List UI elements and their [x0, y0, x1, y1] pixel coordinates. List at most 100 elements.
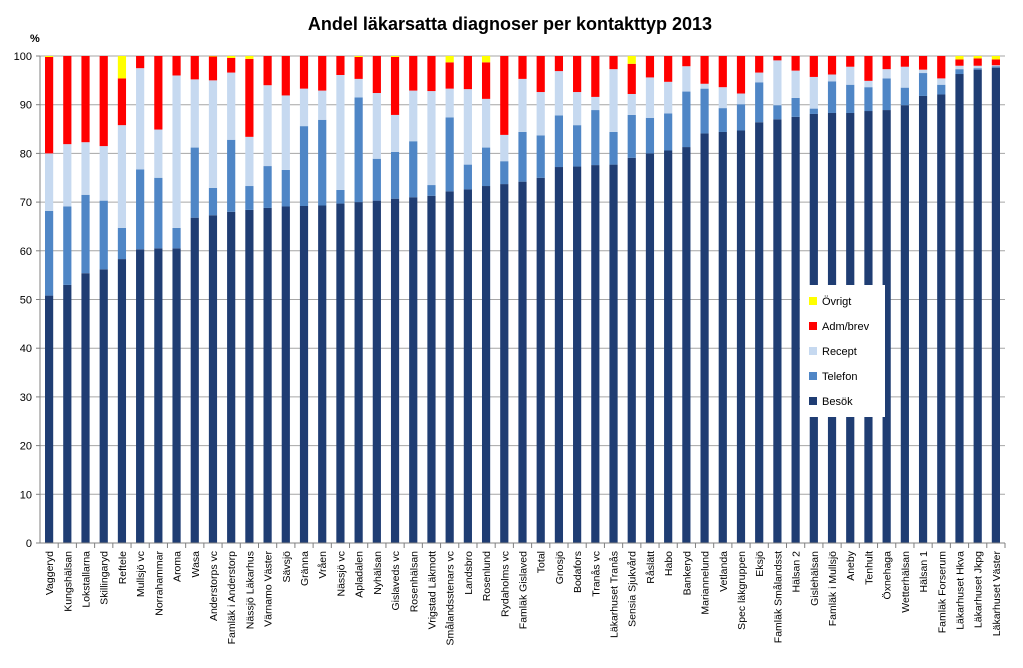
bar-segment-telefon: [882, 78, 891, 111]
bar-segment--vrigt: [390, 56, 400, 57]
bar-segment-adm-brev: [481, 62, 491, 99]
bar-segment-recept: [208, 80, 218, 188]
bar-segment--vrigt: [955, 56, 964, 60]
x-tick-label: Tranås vc: [590, 551, 602, 597]
bar-segment-telefon: [827, 81, 837, 113]
bar-segment-adm-brev: [609, 56, 618, 70]
bar-segment-recept: [427, 91, 436, 186]
bar-segment-bes-k: [390, 198, 400, 544]
bar-segment-adm-brev: [991, 59, 1000, 66]
bar-segment-recept: [99, 146, 108, 201]
bar-segment-adm-brev: [554, 56, 564, 72]
y-tick-label: 0: [26, 538, 32, 550]
bar-segment-adm-brev: [354, 56, 363, 79]
x-tick-label: Reftele: [117, 551, 129, 584]
bar-segment-adm-brev: [63, 56, 72, 145]
bar-segment-bes-k: [573, 166, 582, 543]
bar-segment-adm-brev: [117, 78, 127, 126]
bar-segment-recept: [809, 76, 818, 109]
bar-segment-adm-brev: [500, 56, 509, 135]
x-tick-label: Tenhult: [863, 551, 875, 585]
x-tick-label: Total: [536, 551, 548, 573]
x-tick-label: Läkarhuset Jkpg: [973, 551, 985, 628]
bar-segment-adm-brev: [245, 58, 254, 137]
bar-segment-telefon: [573, 125, 582, 167]
x-tick-label: Eksjö: [754, 551, 766, 577]
x-tick-label: Gnosjö: [554, 551, 566, 584]
bar-segment-recept: [573, 92, 582, 126]
bar-segment-telefon: [864, 87, 873, 112]
x-tick-label: Gränna: [299, 551, 311, 586]
bar-segment-telefon: [336, 189, 345, 204]
bar-segment-recept: [154, 129, 163, 178]
x-tick-label: Habo: [663, 551, 675, 576]
chart-title: Andel läkarsatta diagnoser per kontaktty…: [308, 14, 712, 34]
bar-segment-bes-k: [481, 186, 491, 544]
bar-segment-telefon: [136, 169, 145, 250]
bar-segment-bes-k: [81, 273, 90, 543]
bar-segment-adm-brev: [809, 56, 818, 77]
bar-segment-telefon: [918, 73, 928, 96]
bar-segment-adm-brev: [136, 56, 145, 69]
bar-segment-adm-brev: [882, 56, 891, 70]
bar-segment-telefon: [463, 164, 472, 190]
x-tick-label: Famläk Smålandsst: [772, 551, 784, 643]
bar-segment-recept: [955, 65, 964, 70]
bar-segment-telefon: [481, 147, 491, 187]
x-tick-label: Rosenhälsan: [408, 551, 420, 612]
bar-segment-bes-k: [973, 69, 982, 544]
bar-segment-recept: [445, 88, 454, 118]
bar-segment-recept: [882, 69, 891, 79]
x-tick-label: Vråen: [317, 551, 329, 579]
x-tick-label: Skillingaryd: [99, 551, 111, 605]
x-tick-label: Rydaholms vc: [499, 551, 511, 617]
bar-segment-adm-brev: [918, 56, 928, 70]
y-axis-ticks: 0 10 20 30 40 50 60 70 80 90 100: [14, 51, 40, 550]
bar-segment-recept: [354, 78, 363, 98]
x-tick-label: Nyhälsan: [372, 551, 384, 595]
bar-segment-bes-k: [682, 147, 691, 543]
bar-segment-adm-brev: [900, 56, 909, 67]
bar-segment-recept: [117, 125, 127, 228]
bar-segment-telefon: [245, 186, 254, 210]
bar-segment-recept: [791, 70, 800, 98]
x-tick-label: Rosenlund: [481, 551, 493, 601]
bar-segment-recept: [973, 65, 982, 69]
bar-segment-adm-brev: [154, 56, 163, 130]
bar-segment-recept: [682, 66, 691, 92]
legend-swatch: [809, 397, 817, 405]
bar-segment-adm-brev: [664, 56, 673, 82]
bar-segment-bes-k: [136, 249, 145, 544]
bar-segment-adm-brev: [718, 56, 727, 88]
bar-segment-recept: [900, 66, 909, 88]
x-tick-label: Vetlanda: [718, 551, 730, 592]
bar-segment-adm-brev: [536, 56, 545, 93]
y-tick-label: 50: [20, 295, 32, 307]
x-tick-label: Apladalen: [354, 551, 366, 598]
x-tick-label: Anderstorps vc: [208, 551, 220, 621]
bar-segment-bes-k: [372, 200, 381, 543]
bar-segment-telefon: [518, 131, 527, 182]
x-tick-label: Vaggeryd: [44, 551, 56, 595]
bar-segment--vrigt: [991, 56, 1000, 60]
bar-segment-recept: [81, 142, 90, 195]
bar-segment--vrigt: [45, 56, 54, 57]
x-tick-label: Nässjö Läkarhus: [244, 551, 256, 629]
bar-segment-telefon: [190, 147, 199, 218]
bar-segment-adm-brev: [937, 56, 946, 79]
bar-segment-adm-brev: [208, 56, 218, 81]
bar-segment-bes-k: [645, 153, 655, 543]
bar-segment-bes-k: [445, 191, 454, 544]
bar-segment-adm-brev: [299, 56, 309, 89]
bar-segment-adm-brev: [463, 56, 472, 90]
bar-segment-telefon: [63, 206, 72, 285]
bar-segment-bes-k: [281, 206, 290, 543]
bar-segment-recept: [700, 83, 709, 89]
bar-segment-telefon: [664, 113, 673, 151]
x-tick-label: Råslätt: [645, 551, 657, 584]
bar-segment-bes-k: [299, 205, 309, 543]
bar-segment-bes-k: [99, 269, 108, 543]
bar-segment-recept: [281, 95, 290, 170]
bar-segment-recept: [918, 69, 928, 74]
bar-segment-recept: [664, 81, 673, 114]
